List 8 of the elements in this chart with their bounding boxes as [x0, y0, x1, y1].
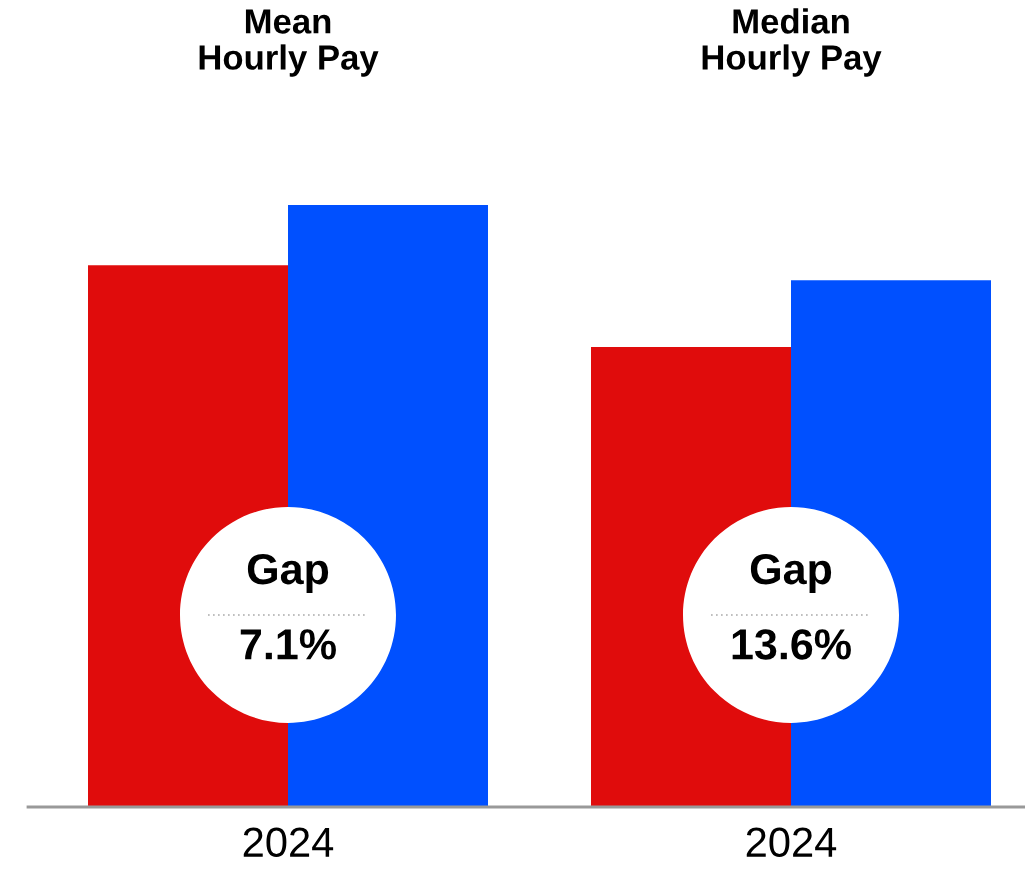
annotation: 7.1% [240, 629, 336, 660]
x-tick-label: 2024 [746, 827, 837, 858]
text: Median Hourly Pay [702, 8, 882, 77]
annotation: Gap [750, 553, 832, 593]
text: Mean Hourly Pay [199, 9, 379, 77]
annotation: 13.6% [732, 629, 851, 660]
annotation: Gap [247, 553, 329, 593]
x-tick-label: 2024 [243, 827, 334, 858]
